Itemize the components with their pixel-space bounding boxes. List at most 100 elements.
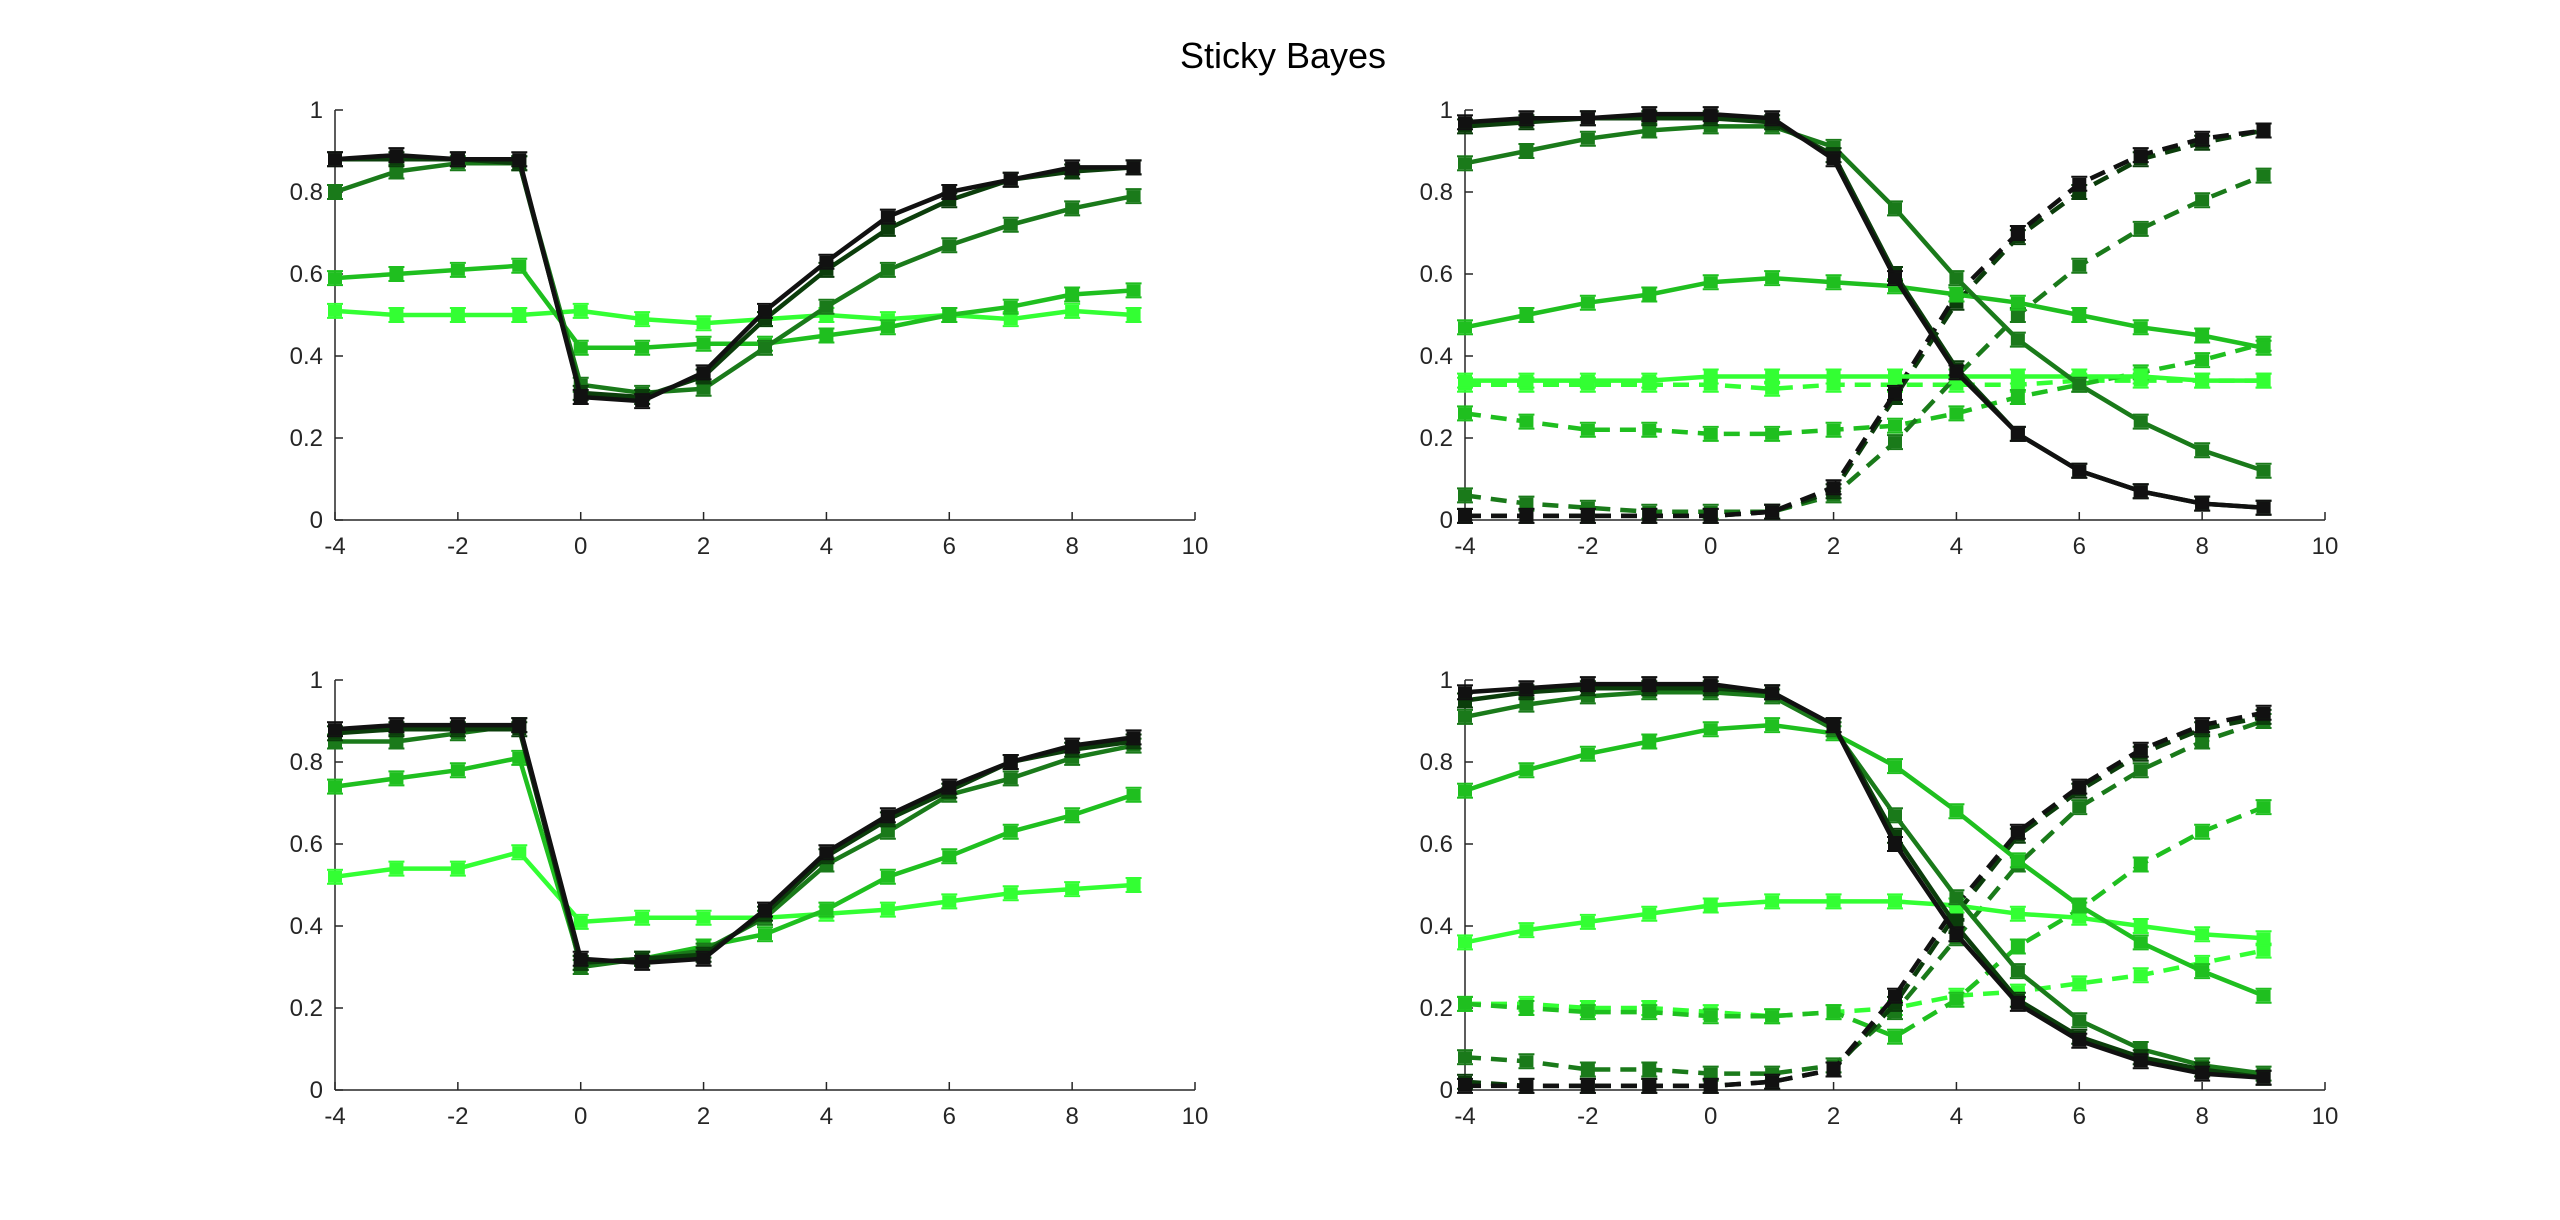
data-point xyxy=(2072,1034,2087,1047)
series-s4-dashed xyxy=(1457,335,2272,442)
data-point xyxy=(1826,423,1841,436)
x-tick-label: -2 xyxy=(1577,1103,1598,1130)
data-point xyxy=(1580,678,1595,691)
data-point xyxy=(2133,764,2148,777)
y-tick-label: 0.2 xyxy=(290,995,323,1022)
data-point xyxy=(1642,1006,1657,1019)
data-point xyxy=(512,153,527,166)
data-point xyxy=(2256,706,2271,719)
data-point xyxy=(2072,309,2087,321)
data-point xyxy=(389,862,404,875)
data-point xyxy=(1888,760,1902,773)
data-point xyxy=(1580,509,1595,522)
x-tick-label: 0 xyxy=(574,1103,587,1130)
data-point xyxy=(1519,1079,1534,1092)
data-point xyxy=(2072,259,2087,272)
series-line xyxy=(1464,173,2265,515)
data-point xyxy=(1949,928,1964,941)
data-point xyxy=(1065,202,1080,215)
data-point xyxy=(1765,895,1780,908)
data-point xyxy=(1888,436,1902,449)
data-point xyxy=(819,903,834,916)
data-point xyxy=(880,222,895,235)
data-point xyxy=(1003,173,1018,186)
data-point xyxy=(2195,735,2210,748)
data-point xyxy=(1703,1067,1718,1080)
x-tick-label: 8 xyxy=(1065,1103,1078,1130)
data-point xyxy=(2072,977,2087,990)
data-point xyxy=(512,309,527,321)
data-point xyxy=(389,772,404,785)
data-point xyxy=(573,952,588,965)
series-s1 xyxy=(327,717,1142,971)
x-tick-label: 6 xyxy=(2073,1103,2086,1130)
data-point xyxy=(1003,887,1018,900)
data-point xyxy=(1765,370,1780,383)
data-point xyxy=(1826,1063,1841,1076)
data-point xyxy=(1580,1079,1595,1092)
data-point xyxy=(2195,329,2210,342)
x-tick-label: -4 xyxy=(324,1103,345,1130)
series-line xyxy=(1465,378,2264,392)
x-tick-label: 10 xyxy=(2312,1103,2339,1130)
data-point xyxy=(2133,743,2148,756)
x-tick-label: 2 xyxy=(1827,1103,1840,1130)
x-tick-label: -4 xyxy=(1454,533,1475,560)
data-point xyxy=(450,862,465,875)
data-point xyxy=(1765,427,1780,440)
data-point xyxy=(1065,883,1080,896)
series-line xyxy=(334,152,1134,404)
data-point xyxy=(1888,809,1902,822)
x-tick-label: -2 xyxy=(447,533,468,560)
x-tick-label: 2 xyxy=(697,1103,710,1130)
y-tick-label: 0.8 xyxy=(290,179,323,206)
data-point xyxy=(2010,854,2025,867)
series-s5 xyxy=(1457,893,2272,951)
data-point xyxy=(1888,370,1902,383)
data-point xyxy=(696,382,711,395)
data-point xyxy=(942,309,957,321)
x-tick-label: 4 xyxy=(820,533,833,560)
y-tick-label: 1 xyxy=(1440,97,1453,124)
data-point xyxy=(573,304,588,317)
series-s4 xyxy=(1457,270,2272,356)
data-point xyxy=(450,719,465,732)
data-point xyxy=(942,850,957,863)
data-point xyxy=(1642,1063,1657,1076)
data-point xyxy=(512,751,527,764)
data-point xyxy=(1580,1063,1595,1076)
data-point xyxy=(2256,341,2271,354)
data-point xyxy=(1580,1006,1595,1019)
data-point xyxy=(328,723,342,736)
series-line xyxy=(334,161,1135,396)
data-point xyxy=(328,870,342,883)
data-point xyxy=(450,764,465,777)
y-tick-label: 1 xyxy=(310,667,323,694)
y-tick-label: 0.2 xyxy=(1420,425,1453,452)
x-tick-label: 6 xyxy=(943,533,956,560)
x-tick-label: 8 xyxy=(1065,533,1078,560)
series-s1 xyxy=(327,147,1142,410)
data-point xyxy=(1126,788,1141,801)
data-point xyxy=(1458,936,1472,949)
data-point xyxy=(1519,1055,1534,1068)
series-line xyxy=(334,722,1134,966)
data-point xyxy=(1642,108,1657,121)
data-point xyxy=(1642,124,1657,137)
data-point xyxy=(1519,698,1534,711)
data-point xyxy=(2072,801,2087,814)
data-point xyxy=(635,341,650,354)
series-line xyxy=(1464,341,2265,437)
data-point xyxy=(2133,920,2148,932)
data-point xyxy=(389,149,404,162)
data-point xyxy=(2133,321,2148,334)
data-point xyxy=(2256,801,2271,814)
data-point xyxy=(819,329,834,342)
data-point xyxy=(2195,1067,2210,1080)
series-line xyxy=(1464,805,2265,1039)
data-point xyxy=(1888,989,1902,1002)
data-point xyxy=(1642,423,1657,436)
data-point xyxy=(1826,481,1841,494)
data-point xyxy=(1580,915,1595,928)
